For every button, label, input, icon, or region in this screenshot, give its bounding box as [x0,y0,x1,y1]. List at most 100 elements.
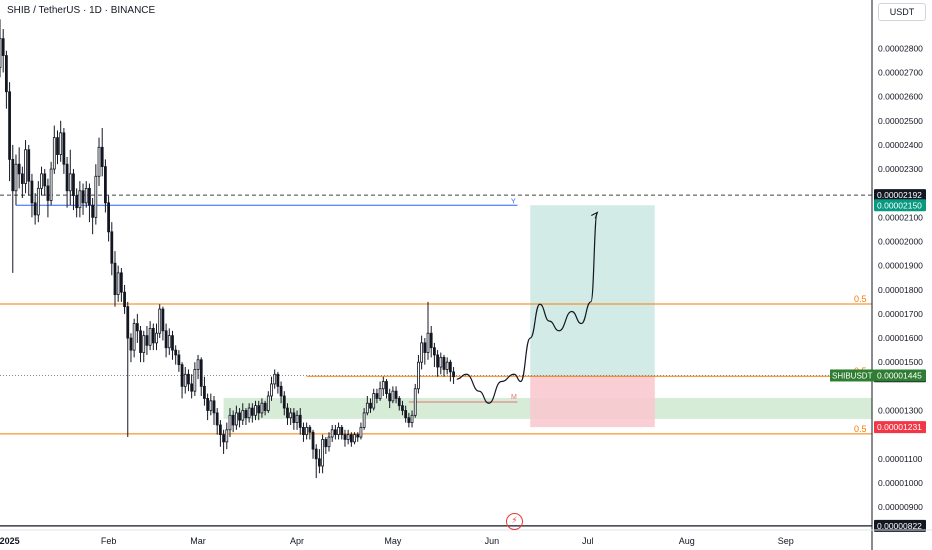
candle-body [49,168,53,201]
y-tick-label: 0.00002800 [878,43,923,53]
price-level-label: Y [511,198,516,205]
candle-body [375,393,379,399]
candle-body [417,361,420,390]
candle-body [343,434,347,440]
projection-path [456,211,598,404]
last-price-badge-bg [874,369,926,382]
candle-body [391,390,395,402]
candle-body [161,308,165,332]
candle-body [187,373,190,385]
price-level-badge-bg [874,519,926,532]
candle-body [56,137,59,155]
candle-body [75,195,79,209]
candle-body [222,434,225,443]
y-tick-label: 0.00002500 [878,116,923,126]
candle-body [113,262,117,295]
price-level-label: 0.5 [854,294,867,304]
candle-body [119,272,123,293]
candle-body [219,424,222,436]
candle-body [337,426,340,436]
candle-body [330,429,334,438]
candle-body [298,414,302,428]
candle-body [410,414,414,423]
candle-body [142,335,146,353]
candle-body [199,359,203,387]
target-badge: 0.00002150 [877,200,922,210]
candle-body [135,323,139,332]
candle-body [164,330,168,349]
candle-body [8,91,11,160]
candle-body [225,429,229,443]
last-price-badge-symbol-bg [830,369,874,382]
candle-body [52,137,56,170]
candle-body [359,426,363,438]
candle-body [88,187,91,206]
candle-body [212,400,216,414]
candle-body [110,231,114,264]
candle-body [155,332,158,344]
x-tick-label: Jul [582,536,594,546]
candle-body [196,359,200,370]
candle-body [97,146,101,177]
candle-body [292,412,296,423]
x-tick-label: Jun [485,536,500,546]
candle-body [180,364,184,387]
target-badge-bg [874,199,926,212]
candle-body [423,342,427,353]
candle-body [247,407,251,419]
candle-body [353,434,356,443]
candle-body [263,402,267,411]
candle-body [401,405,404,411]
last-price-badge: 0.00001445 [877,370,922,380]
candle-body [107,202,110,233]
candle-body [24,149,27,184]
candle-body [68,173,72,192]
candle-body [193,369,197,392]
candle-body [0,38,2,69]
candle-body [123,291,126,308]
candle-body [279,385,283,397]
candle-body [356,434,360,438]
candle-body [308,426,312,433]
candle-body [250,407,254,416]
candle-body [289,412,293,419]
candle-body [234,412,238,426]
price-level-badge-bg [874,189,926,202]
stop-badge-bg [874,421,926,434]
candle-body [36,187,40,216]
candle-body [17,163,21,175]
candle-body [27,149,31,182]
candle-body [404,410,408,419]
x-tick-label: May [384,536,402,546]
candle-body [206,398,210,411]
price-level-badge: 0.00002192 [877,190,922,200]
currency-button[interactable]: USDT [878,3,926,21]
candle-body [33,202,37,216]
candle-body [266,395,270,411]
tradingview-logo-icon[interactable]: ⚡ [506,513,523,530]
candle-body [14,163,18,192]
price-level-label: 0.5 [854,424,867,434]
projection-arrowhead [591,211,599,219]
candle-body [43,173,47,187]
x-tick-label: Mar [190,536,206,546]
candle-body [452,371,455,378]
candle-body [65,163,69,192]
x-tick-label: Aug [679,536,695,546]
candle-body [72,173,75,196]
candle-body [100,146,104,168]
last-price-badge-symbol: SHIBUSDT [832,371,873,380]
x-tick-label: Sep [778,536,794,546]
candle-body [372,393,376,409]
candle-body [81,190,85,204]
candle-body [59,132,63,155]
candle-body [305,426,309,436]
candle-body [30,180,34,204]
candle-body [420,342,424,363]
candle-body [318,458,321,467]
candle-body [349,434,353,443]
candle-body [91,204,95,218]
candle-body [104,166,107,204]
candle-body [407,417,411,423]
